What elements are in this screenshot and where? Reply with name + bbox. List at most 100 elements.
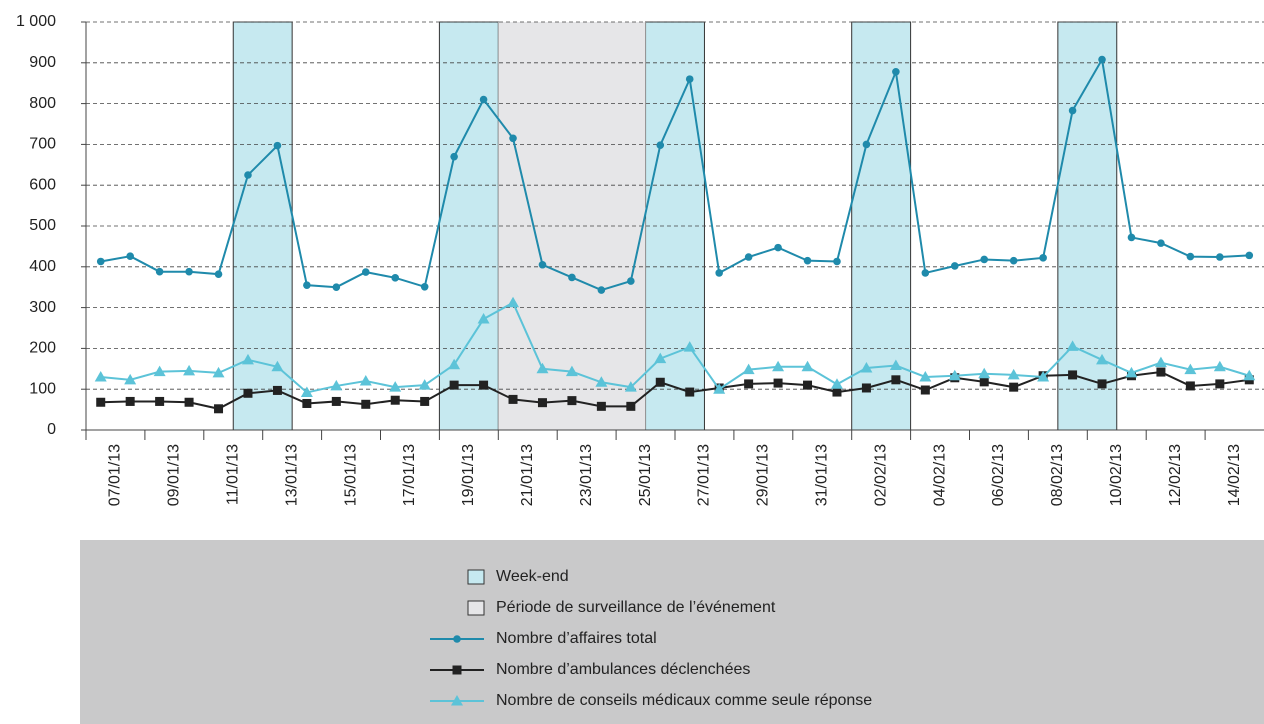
- point: [833, 257, 841, 266]
- y-tick-label: 800: [29, 95, 56, 112]
- point: [241, 353, 254, 365]
- point: [1096, 353, 1109, 365]
- legend-label: Période de surveillance de l’événement: [496, 599, 776, 616]
- point: [860, 361, 873, 373]
- point: [450, 152, 458, 161]
- point: [979, 377, 989, 387]
- point: [153, 365, 166, 377]
- point: [713, 383, 726, 394]
- point: [1039, 254, 1047, 262]
- point: [921, 269, 930, 277]
- point: [685, 387, 695, 397]
- point: [655, 377, 665, 387]
- point: [1125, 366, 1138, 378]
- point: [184, 397, 194, 407]
- point: [330, 379, 343, 391]
- point: [774, 243, 782, 252]
- point: [509, 134, 517, 143]
- point: [1097, 379, 1107, 389]
- point: [183, 364, 196, 376]
- x-tick-label: 02/02/13: [872, 444, 889, 506]
- point: [1215, 379, 1225, 389]
- point: [418, 379, 431, 390]
- point: [892, 67, 900, 76]
- point: [214, 270, 223, 278]
- y-tick-label: 1 000: [16, 13, 56, 30]
- point: [742, 363, 755, 375]
- point: [950, 262, 959, 270]
- point: [271, 360, 284, 372]
- point: [361, 399, 371, 409]
- point: [303, 281, 311, 289]
- point: [477, 313, 490, 324]
- point: [744, 379, 754, 389]
- y-tick-label: 0: [47, 421, 56, 438]
- point: [302, 398, 312, 408]
- point: [715, 269, 723, 277]
- point: [391, 274, 400, 282]
- point: [389, 381, 402, 392]
- point: [1157, 239, 1165, 247]
- point: [772, 360, 785, 372]
- point: [125, 396, 135, 406]
- point: [744, 253, 753, 261]
- point: [803, 380, 813, 390]
- point: [624, 381, 637, 392]
- point: [948, 369, 961, 381]
- x-tick-label: 23/01/13: [578, 444, 595, 506]
- x-tick-label: 19/01/13: [460, 444, 477, 506]
- point: [332, 283, 341, 292]
- point: [1066, 340, 1079, 351]
- x-tick-label: 31/01/13: [813, 444, 830, 506]
- x-tick-label: 27/01/13: [696, 444, 713, 506]
- point: [1068, 106, 1077, 115]
- point: [390, 395, 400, 405]
- series-line: [100, 56, 1250, 292]
- point: [1068, 370, 1078, 380]
- x-tick-label: 12/02/13: [1167, 444, 1184, 506]
- point: [920, 385, 930, 395]
- point: [1098, 55, 1106, 64]
- legend-label: Nombre d’affaires total: [496, 630, 657, 647]
- point: [597, 286, 606, 294]
- legend-background: [80, 540, 1264, 724]
- point: [1213, 360, 1226, 372]
- point: [1245, 251, 1254, 260]
- y-tick-label: 400: [29, 258, 56, 275]
- point: [626, 401, 636, 411]
- point: [449, 380, 459, 390]
- point: [155, 267, 164, 276]
- y-tick-label: 500: [29, 217, 56, 234]
- series-line: [100, 301, 1250, 394]
- point: [359, 375, 372, 386]
- point: [832, 387, 842, 397]
- point: [243, 388, 253, 398]
- point: [420, 282, 429, 291]
- point: [627, 277, 635, 285]
- point: [1184, 363, 1197, 375]
- y-tick-label: 900: [29, 54, 56, 71]
- point: [420, 396, 430, 406]
- point: [567, 396, 577, 406]
- point: [536, 362, 549, 374]
- point: [361, 268, 370, 276]
- point: [830, 378, 843, 389]
- point: [803, 256, 812, 265]
- point: [919, 370, 932, 382]
- series-line: [100, 371, 1250, 410]
- point: [212, 366, 225, 378]
- point: [507, 296, 520, 308]
- x-tick-label: 14/02/13: [1226, 444, 1243, 506]
- point: [978, 367, 991, 379]
- point: [565, 365, 578, 377]
- y-tick-label: 200: [29, 340, 56, 357]
- x-tick-label: 15/01/13: [342, 444, 359, 506]
- point: [273, 141, 282, 150]
- point: [1009, 382, 1019, 392]
- point: [889, 359, 902, 371]
- x-tick-label: 07/01/13: [107, 444, 124, 506]
- y-tick-label: 100: [29, 380, 56, 397]
- point: [479, 95, 488, 104]
- legend-label: Nombre de conseils médicaux comme seule …: [496, 692, 872, 709]
- point: [862, 140, 871, 149]
